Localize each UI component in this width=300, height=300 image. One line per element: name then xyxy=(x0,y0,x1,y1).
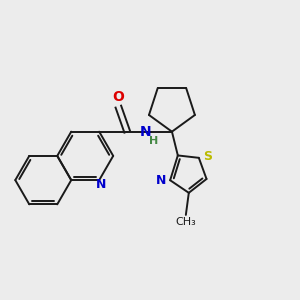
Text: N: N xyxy=(139,125,151,139)
Text: H: H xyxy=(149,136,158,146)
Text: CH₃: CH₃ xyxy=(176,217,196,227)
Text: O: O xyxy=(112,90,124,104)
Text: N: N xyxy=(95,178,106,191)
Text: S: S xyxy=(203,150,212,163)
Text: N: N xyxy=(156,174,167,187)
